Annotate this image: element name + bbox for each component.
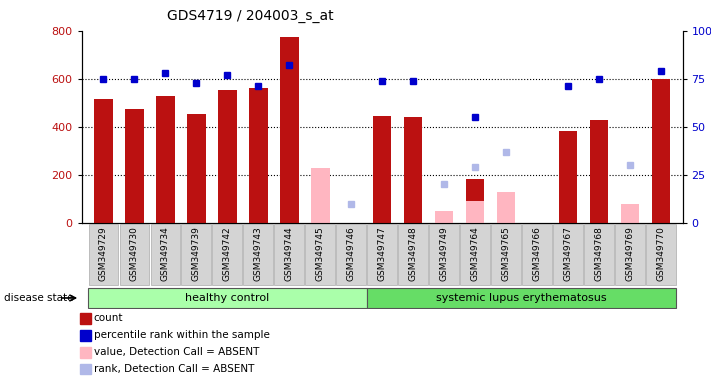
FancyBboxPatch shape (119, 224, 149, 285)
FancyBboxPatch shape (522, 224, 552, 285)
Bar (88, 288, 367, 308)
Text: GSM349729: GSM349729 (99, 226, 108, 281)
Text: count: count (94, 313, 123, 323)
Text: GSM349765: GSM349765 (501, 226, 510, 281)
Bar (156, 96, 175, 223)
Text: GDS4719 / 204003_s_at: GDS4719 / 204003_s_at (167, 9, 333, 23)
FancyBboxPatch shape (336, 224, 366, 285)
Text: GSM349748: GSM349748 (409, 226, 417, 281)
Text: healthy control: healthy control (185, 293, 269, 303)
Text: GSM349742: GSM349742 (223, 226, 232, 281)
FancyBboxPatch shape (584, 224, 614, 285)
Bar (404, 117, 422, 223)
Text: GSM349739: GSM349739 (192, 226, 201, 281)
Text: GSM349747: GSM349747 (378, 226, 387, 281)
Bar (125, 109, 144, 223)
Text: GSM349767: GSM349767 (564, 226, 572, 281)
FancyBboxPatch shape (460, 224, 490, 285)
Text: GSM349734: GSM349734 (161, 226, 170, 281)
Bar (249, 88, 267, 223)
Text: GSM349743: GSM349743 (254, 226, 263, 281)
Bar (497, 192, 515, 223)
FancyBboxPatch shape (181, 224, 211, 285)
FancyBboxPatch shape (491, 224, 521, 285)
Text: GSM349768: GSM349768 (594, 226, 604, 281)
Text: GSM349730: GSM349730 (130, 226, 139, 281)
Text: GSM349766: GSM349766 (533, 226, 542, 281)
FancyBboxPatch shape (429, 224, 459, 285)
Text: systemic lupus erythematosus: systemic lupus erythematosus (437, 293, 606, 303)
Bar (621, 204, 639, 223)
Bar (311, 167, 329, 223)
Text: GSM349770: GSM349770 (656, 226, 665, 281)
Text: GSM349744: GSM349744 (285, 226, 294, 281)
FancyBboxPatch shape (213, 224, 242, 285)
Text: percentile rank within the sample: percentile rank within the sample (94, 330, 269, 340)
Text: GSM349745: GSM349745 (316, 226, 325, 281)
Bar (435, 211, 454, 223)
FancyBboxPatch shape (553, 224, 583, 285)
Bar (280, 37, 299, 223)
Text: rank, Detection Call = ABSENT: rank, Detection Call = ABSENT (94, 364, 255, 374)
Bar (367, 288, 676, 308)
FancyBboxPatch shape (398, 224, 428, 285)
FancyBboxPatch shape (615, 224, 645, 285)
Bar (187, 114, 205, 223)
FancyBboxPatch shape (368, 224, 397, 285)
FancyBboxPatch shape (151, 224, 181, 285)
Text: GSM349749: GSM349749 (439, 226, 449, 281)
Bar (218, 90, 237, 223)
Text: GSM349764: GSM349764 (471, 226, 479, 281)
Bar (466, 179, 484, 223)
FancyBboxPatch shape (305, 224, 335, 285)
FancyBboxPatch shape (243, 224, 273, 285)
Text: GSM349769: GSM349769 (626, 226, 634, 281)
Bar (373, 116, 392, 223)
Bar (466, 201, 484, 223)
Bar (651, 79, 670, 223)
Text: GSM349746: GSM349746 (347, 226, 356, 281)
Bar (559, 131, 577, 223)
Text: value, Detection Call = ABSENT: value, Detection Call = ABSENT (94, 347, 260, 357)
FancyBboxPatch shape (646, 224, 675, 285)
Bar (589, 119, 608, 223)
Bar (94, 99, 113, 223)
FancyBboxPatch shape (89, 224, 118, 285)
FancyBboxPatch shape (274, 224, 304, 285)
Text: disease state: disease state (4, 293, 73, 303)
